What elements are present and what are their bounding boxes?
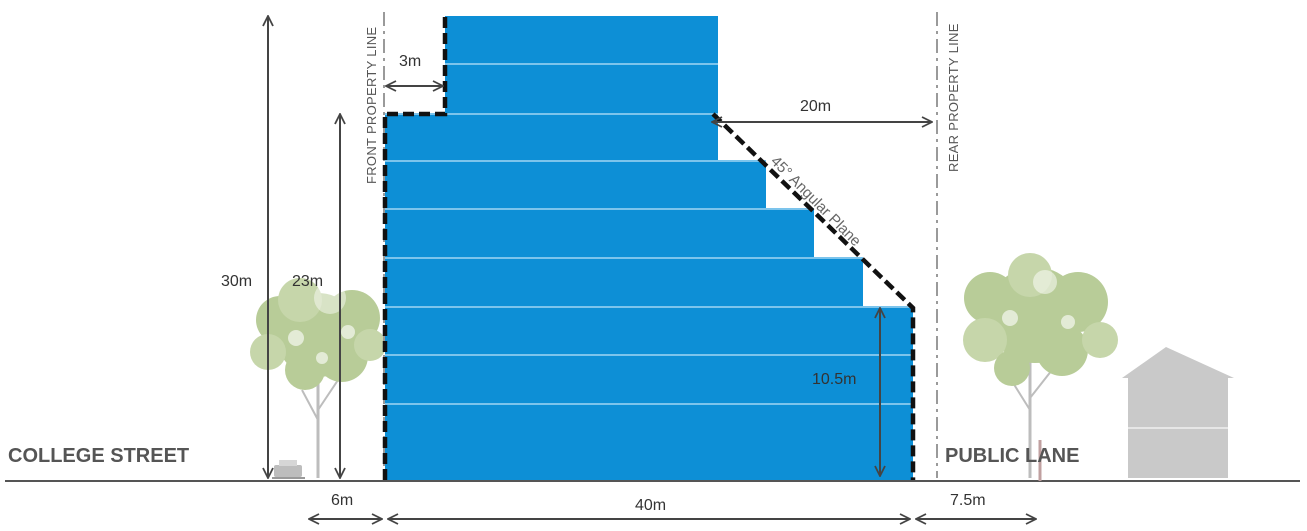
label-3m: 3m — [399, 53, 421, 70]
building-floor — [385, 355, 913, 404]
building-floor — [385, 307, 913, 355]
building-floor — [385, 404, 913, 480]
rear-property-line-label: REAR PROPERTY LINE — [946, 23, 961, 172]
label-20m: 20m — [800, 98, 831, 115]
bench-icon — [272, 460, 305, 479]
building-floor — [385, 209, 814, 258]
label-23m: 23m — [292, 273, 323, 290]
label-7-5m: 7.5m — [950, 492, 986, 509]
house — [1122, 347, 1234, 478]
building-floor — [445, 16, 718, 64]
building-envelope — [382, 16, 916, 480]
building — [385, 16, 913, 480]
label-10-5m: 10.5m — [812, 371, 856, 388]
college-street-label: COLLEGE STREET — [8, 445, 189, 467]
tree-right — [963, 253, 1118, 478]
label-40m: 40m — [635, 497, 666, 514]
building-floor — [445, 64, 718, 114]
building-floor — [385, 114, 718, 161]
label-6m: 6m — [331, 492, 353, 509]
public-lane-label: PUBLIC LANE — [945, 445, 1079, 467]
building-floor — [385, 258, 863, 307]
building-floor — [385, 161, 766, 209]
tree-left — [250, 278, 386, 478]
label-30m: 30m — [221, 273, 252, 290]
front-property-line-label: FRONT PROPERTY LINE — [364, 27, 379, 184]
